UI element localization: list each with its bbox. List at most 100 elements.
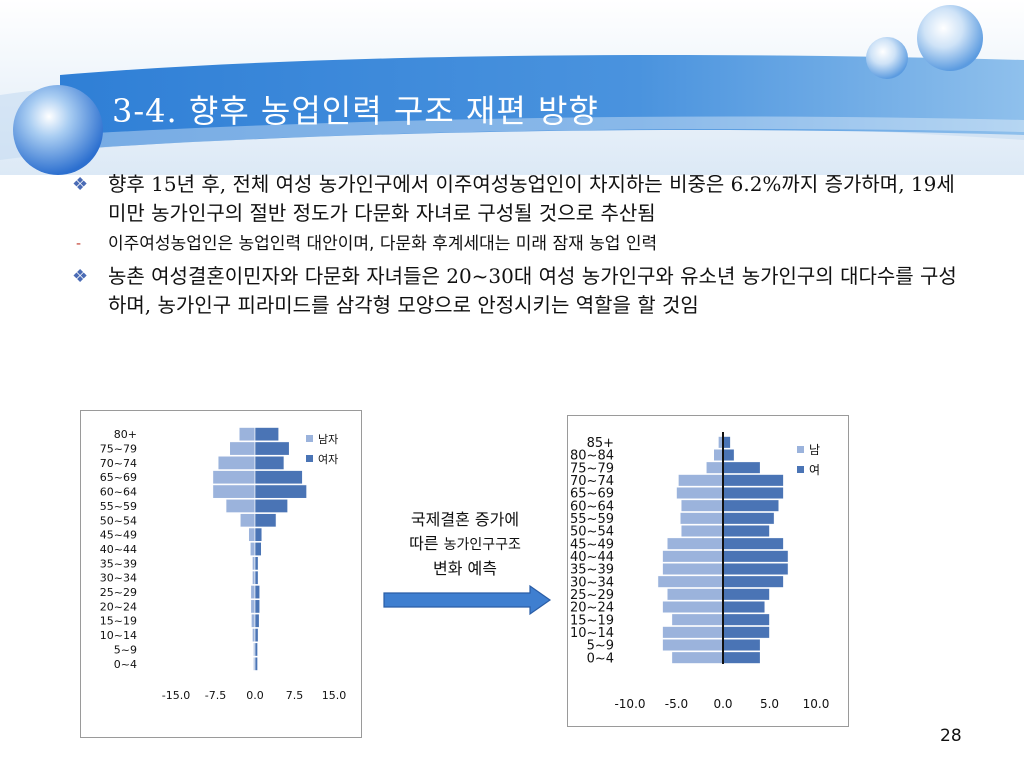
decorative-orb-medium — [917, 5, 983, 71]
bar-female — [722, 550, 789, 563]
x-tick-label: -7.5 — [205, 689, 226, 702]
bar-female — [254, 599, 261, 614]
bar-female — [722, 613, 770, 626]
bar-female — [722, 486, 784, 500]
bar-female — [722, 448, 735, 462]
bar-male — [252, 570, 256, 585]
x-tick-label: 0.0 — [246, 689, 264, 702]
callout-line-1: 국제결혼 증가에 — [410, 510, 520, 529]
diamond-bullet-icon: ❖ — [72, 174, 89, 195]
decorative-orb-large — [13, 85, 103, 175]
bar-female — [722, 651, 761, 664]
bullet-item: ❖ 향후 15년 후, 전체 여성 농가인구에서 이주여성농업인이 차지하는 비… — [72, 170, 972, 228]
bar-male — [239, 513, 256, 528]
bar-male — [662, 626, 724, 639]
x-tick-label: 15.0 — [322, 689, 347, 702]
age-group-label: 40~44 — [570, 550, 614, 565]
bar-male — [249, 542, 256, 556]
bar-male — [679, 512, 724, 525]
bullet-text: 향후 15년 후, 전체 여성 농가인구에서 이주여성농업인이 차지하는 비중은… — [108, 172, 955, 225]
bar-female — [722, 588, 770, 601]
age-group-label: 55~59 — [570, 512, 614, 527]
legend-swatch — [306, 435, 313, 442]
bar-female — [722, 537, 784, 550]
age-group-label: 65~69 — [570, 487, 614, 502]
bar-female — [254, 613, 260, 628]
bar-male — [713, 448, 724, 462]
callout-line-2a: 따른 — [409, 534, 439, 553]
age-group-label: 85+ — [587, 436, 614, 451]
bar-female — [254, 455, 285, 470]
age-group-label: 60~64 — [100, 486, 137, 499]
age-group-label: 70~74 — [100, 457, 137, 470]
bar-male — [662, 600, 724, 614]
bar-female — [254, 570, 259, 585]
bar-female — [722, 474, 784, 487]
legend-label: 남자 — [318, 433, 338, 446]
diamond-bullet-icon: ❖ — [72, 266, 89, 287]
bar-male — [666, 588, 724, 601]
pyramid-chart-forecast-svg: 85+80~8475~7970~7465~6960~6455~5950~5445… — [570, 432, 830, 711]
bar-male — [705, 461, 724, 474]
bar-female — [722, 562, 789, 576]
bar-female — [254, 484, 307, 499]
bar-male — [657, 575, 724, 588]
age-group-label: 50~54 — [570, 525, 614, 540]
bar-female — [254, 556, 259, 571]
bar-female — [254, 542, 262, 556]
bar-female — [722, 600, 766, 614]
bar-male — [678, 474, 724, 487]
bar-female — [254, 427, 280, 442]
bar-male — [251, 613, 256, 628]
bar-female — [722, 626, 770, 639]
age-group-label: 30~34 — [570, 575, 614, 590]
legend-swatch — [797, 466, 804, 473]
right-arrow-icon — [383, 584, 552, 616]
age-group-label: 20~24 — [100, 600, 137, 613]
legend-label: 여자 — [318, 453, 338, 466]
age-group-label: 60~64 — [570, 499, 614, 514]
legend-label: 여 — [809, 463, 820, 477]
callout-text: 국제결혼 증가에 따른 농가인구구조 변화 예측 — [380, 508, 550, 581]
legend-label: 남 — [809, 443, 820, 457]
age-group-label: 70~74 — [570, 474, 614, 489]
age-group-label: 30~34 — [100, 572, 137, 585]
bar-female — [254, 513, 277, 528]
bar-male — [252, 556, 256, 571]
x-tick-label: 7.5 — [286, 689, 304, 702]
age-group-label: 5~9 — [587, 639, 614, 654]
age-group-label: 0~4 — [587, 651, 614, 666]
age-group-label: 65~69 — [100, 471, 137, 484]
bar-female — [254, 498, 288, 513]
bar-female — [722, 638, 761, 652]
age-group-label: 80~84 — [570, 449, 614, 464]
bar-male — [680, 499, 724, 512]
bar-male — [238, 427, 256, 442]
bar-female — [254, 585, 261, 600]
bar-male — [680, 524, 724, 538]
age-group-label: 25~29 — [100, 586, 137, 599]
bullet-item: ❖ 농촌 여성결혼이민자와 다문화 자녀들은 20~30대 여성 농가인구와 유… — [72, 262, 972, 320]
dash-bullet-icon: - — [76, 236, 82, 252]
decorative-orb-small — [866, 37, 908, 79]
bar-female — [254, 470, 303, 485]
age-group-label: 15~19 — [570, 613, 614, 628]
age-group-label: 5~9 — [114, 643, 137, 656]
age-group-label: 25~29 — [570, 588, 614, 603]
title-banner — [0, 0, 1024, 175]
page-number: 28 — [940, 726, 962, 746]
bar-female — [254, 441, 290, 456]
bar-female — [254, 656, 258, 671]
bar-male — [250, 599, 256, 614]
callout-line-3: 변화 예측 — [433, 559, 497, 578]
age-group-label: 35~39 — [570, 563, 614, 578]
age-group-label: 45~49 — [100, 529, 137, 542]
bar-female — [722, 524, 770, 538]
bar-female — [722, 436, 731, 449]
bar-male — [662, 562, 724, 576]
bar-female — [254, 642, 258, 657]
age-group-label: 55~59 — [100, 500, 137, 513]
age-group-label: 45~49 — [570, 537, 614, 552]
x-tick-label: 10.0 — [803, 697, 830, 711]
